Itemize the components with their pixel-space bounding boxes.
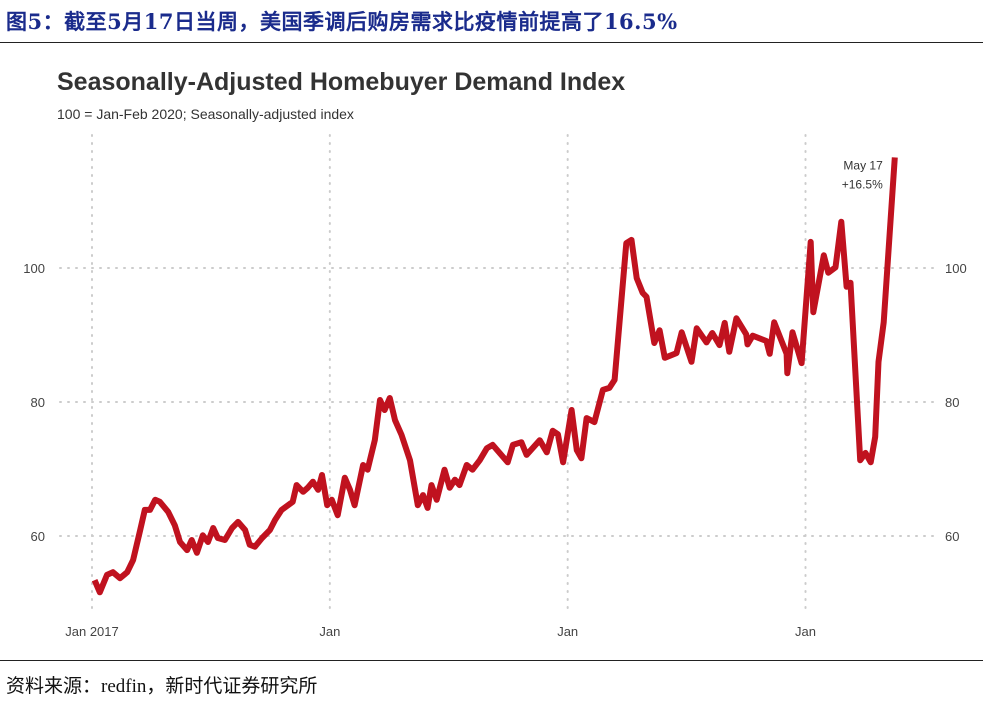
x-tick-2: Jan	[557, 624, 578, 639]
y-tick-right-100: 100	[945, 261, 967, 276]
series-line	[91, 157, 898, 596]
y-tick-right-60: 60	[945, 529, 959, 544]
chart-title: Seasonally-Adjusted Homebuyer Demand Ind…	[57, 68, 626, 96]
annotation-date: May 17	[843, 158, 883, 172]
chart-subtitle: 100 = Jan-Feb 2020; Seasonally-adjusted …	[57, 106, 354, 122]
footer-rule	[0, 660, 983, 661]
title-rule	[0, 42, 983, 43]
annotation-change: +16.5%	[842, 177, 883, 191]
x-tick-1: Jan	[319, 624, 340, 639]
x-tick-3: Jan	[795, 624, 816, 639]
figure-title: 图5：截至5月17日当周，美国季调后购房需求比疫情前提高了16.5%	[6, 9, 678, 34]
x-tick-0: Jan 2017	[65, 624, 119, 639]
y-tick-right-80: 80	[945, 395, 959, 410]
tick-labels: 60 60 80 80 100 100 Jan 2017 Jan Jan Jan	[23, 261, 966, 639]
grid	[59, 134, 936, 616]
y-tick-left-100: 100	[23, 261, 45, 276]
series-line-group	[91, 157, 898, 596]
y-tick-left-60: 60	[31, 529, 45, 544]
y-tick-left-80: 80	[31, 395, 45, 410]
source-note: 资料来源：redfin，新时代证券研究所	[6, 676, 318, 697]
